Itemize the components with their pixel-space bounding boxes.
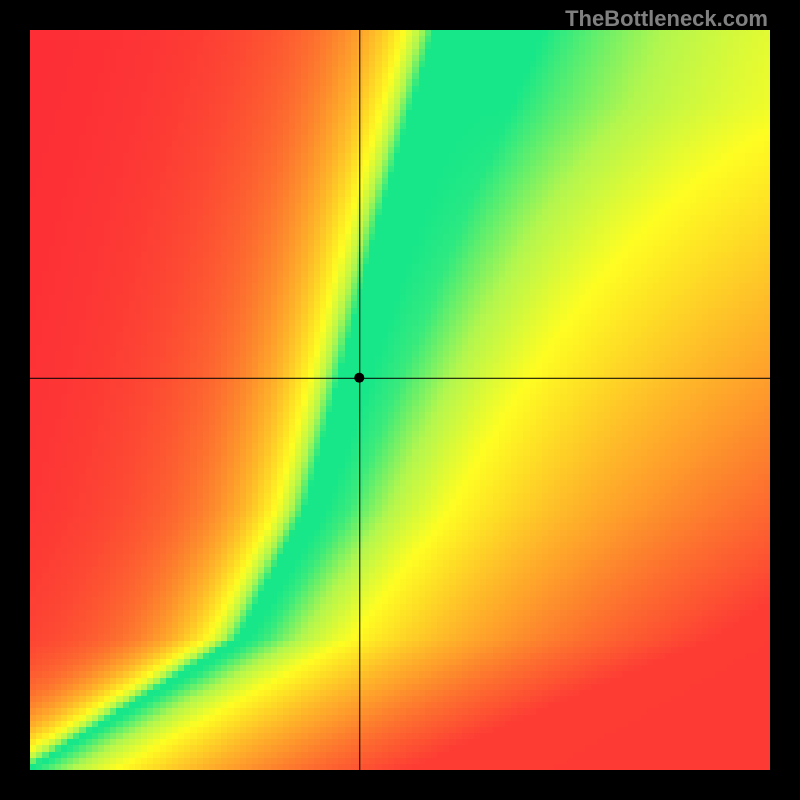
bottleneck-heatmap xyxy=(30,30,770,770)
chart-container: TheBottleneck.com xyxy=(0,0,800,800)
watermark-text: TheBottleneck.com xyxy=(565,6,768,32)
